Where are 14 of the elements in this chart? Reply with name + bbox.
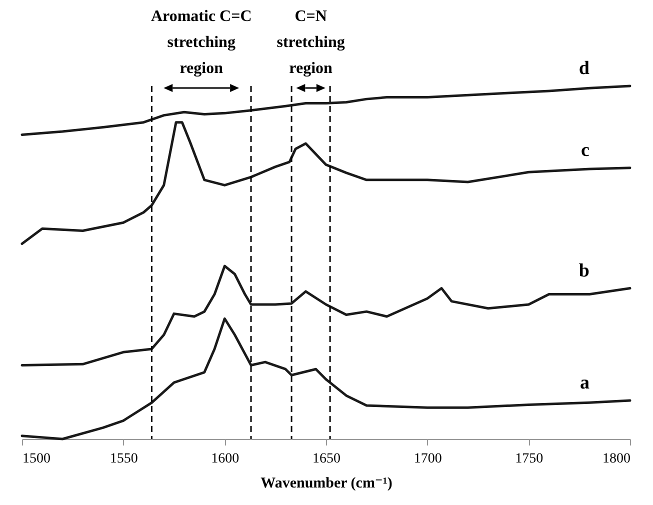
series-label: d: [578, 58, 590, 79]
x-tick-label: 1500: [22, 452, 50, 466]
x-tick-label: 1550: [110, 452, 138, 466]
series-label: b: [578, 260, 590, 282]
x-tick-label: 1600: [211, 452, 240, 466]
x-tick-label: 1700: [414, 452, 442, 466]
x-tick-label: 1750: [515, 452, 544, 466]
x-axis-title: Wavenumber (cm⁻¹): [260, 476, 392, 492]
series-label: a: [580, 372, 590, 394]
text: Aromatic C=C stretching region: [150, 8, 252, 77]
x-tick-label: 1800: [602, 452, 630, 466]
series-label: c: [581, 140, 590, 161]
x-tick-label: 1650: [312, 452, 340, 466]
text: C=N stretching region: [276, 8, 345, 77]
